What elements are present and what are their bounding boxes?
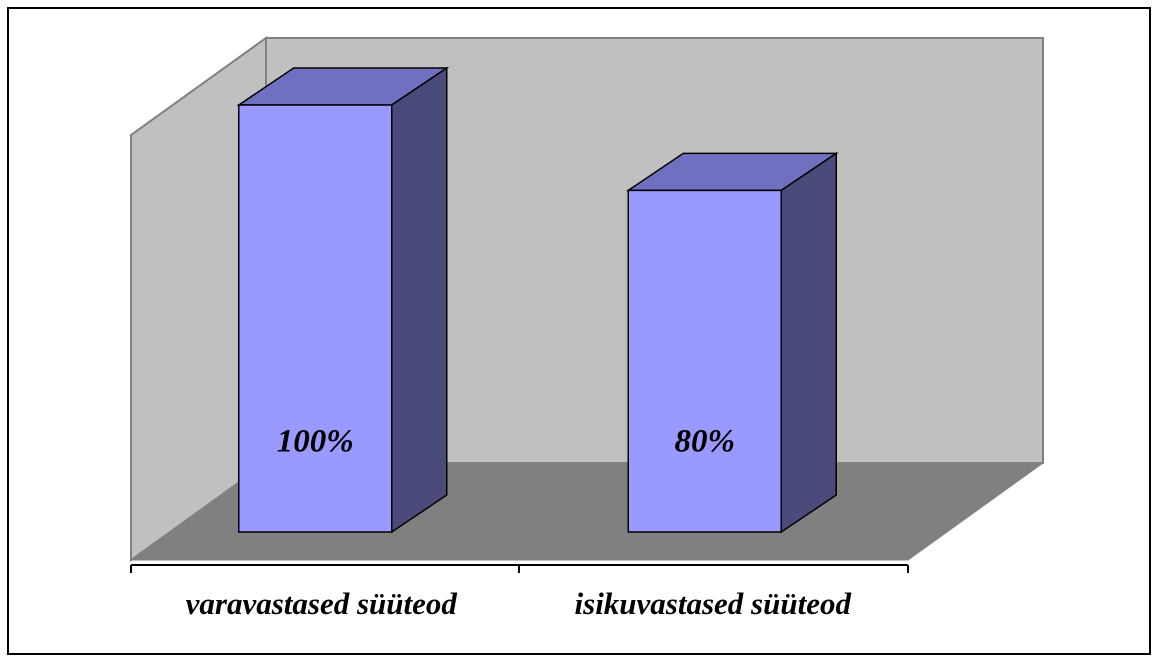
bar-side bbox=[391, 66, 448, 534]
x-tick-label: isikuvastased süüteod bbox=[575, 586, 852, 621]
bar bbox=[627, 189, 782, 533]
value-label: 80% bbox=[675, 424, 736, 460]
bar-side bbox=[780, 151, 837, 534]
value-label: 100% bbox=[277, 424, 354, 460]
bar bbox=[238, 104, 393, 533]
x-tick-label: varavastased süüteod bbox=[186, 586, 458, 621]
